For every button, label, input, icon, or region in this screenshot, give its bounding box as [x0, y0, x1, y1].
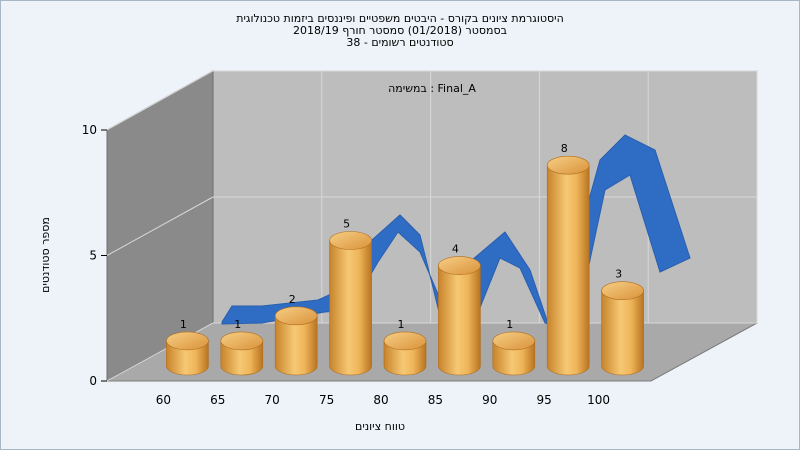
bar-value-label: 5 [343, 218, 350, 231]
y-tick-label: 0 [89, 374, 97, 388]
x-tick-label: 60 [156, 393, 171, 407]
bar-cap [601, 281, 644, 301]
bar-100 [601, 281, 644, 376]
bar-value-label: 4 [452, 243, 459, 256]
grid-line-diagonal [106, 70, 214, 131]
bar-body [601, 290, 644, 376]
bar-cap [546, 155, 590, 175]
y-tick-label: 10 [82, 123, 97, 137]
bar-body [220, 340, 264, 376]
x-tick-label: 95 [537, 393, 552, 407]
bar-body [274, 315, 318, 376]
bar-cap [220, 331, 264, 351]
bar-60 [166, 331, 209, 376]
bar-value-label: 1 [180, 318, 187, 331]
bar-cap [166, 331, 209, 351]
x-tick-label: 85 [428, 393, 443, 407]
bar-75 [329, 231, 372, 376]
bar-body [492, 340, 536, 376]
bar-70 [274, 306, 318, 376]
chart-title-line-3: סטודנטים רשומים - 38 [346, 36, 454, 49]
bars-layer [166, 155, 644, 376]
x-tick-label: 90 [482, 393, 497, 407]
x-tick-label: 65 [210, 393, 225, 407]
bar-body [329, 240, 372, 376]
bar-cap [274, 306, 318, 326]
bar-body [166, 340, 209, 376]
bar-95 [546, 155, 590, 376]
y-axis-title: מספר סטודנטים [39, 217, 52, 293]
y-tick-label: 5 [89, 249, 97, 263]
x-tick-label: 80 [373, 393, 388, 407]
bar-cap [492, 331, 536, 351]
bar-value-label: 3 [615, 268, 622, 281]
x-tick-label: 100 [587, 393, 610, 407]
bar-value-label: 1 [234, 318, 241, 331]
bar-cap [329, 231, 372, 250]
chart-subtitle: במשימה : Final_A [388, 82, 476, 95]
bar-90 [492, 331, 536, 376]
bar-65 [220, 331, 264, 376]
chart-title-line-2: בסמסטר (01/2018) סמסטר חורף 2018/19 [293, 24, 507, 37]
bar-value-label: 1 [506, 318, 513, 331]
bar-80 [383, 331, 427, 376]
bar-value-label: 2 [289, 293, 296, 306]
grid-line-diagonal [106, 196, 214, 256]
bar-value-label: 1 [398, 318, 405, 331]
labels-layer: 0 5 10 60 65 70 75 80 85 90 95 100 1 1 2 5 1 4 1 8 3 [82, 123, 622, 407]
x-tick-label: 75 [319, 393, 334, 407]
bar-body [546, 164, 590, 376]
chart-title-line-1: היסטוגרמת ציונים בקורס - היבטים משפטיים … [236, 12, 564, 25]
x-tick-label: 70 [265, 393, 280, 407]
x-axis-title: טווח ציונים [355, 420, 405, 433]
bar-body [438, 265, 481, 376]
bar-cap [383, 331, 427, 351]
bar-85 [438, 256, 481, 376]
bar-cap [438, 256, 481, 275]
bar-value-label: 8 [561, 142, 568, 155]
bar-body [383, 340, 427, 376]
